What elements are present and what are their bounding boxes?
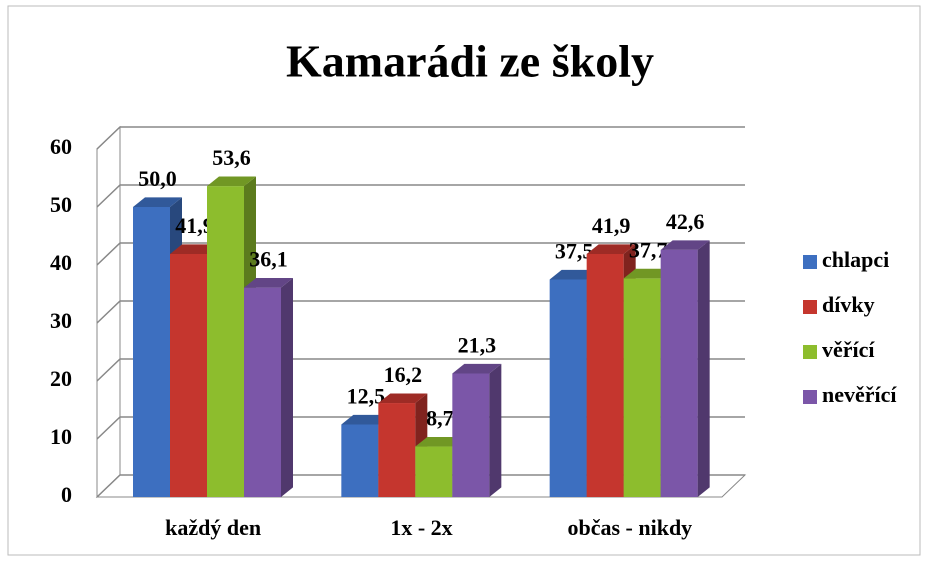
legend-label: věřící xyxy=(822,337,875,362)
bar-top xyxy=(244,278,293,288)
bar-side xyxy=(281,278,293,497)
bar-top xyxy=(660,240,710,250)
bar-front xyxy=(452,373,490,497)
bar-side xyxy=(489,363,502,497)
bar-front xyxy=(586,253,624,497)
y-tick-label: 50 xyxy=(50,192,72,217)
grid-line xyxy=(96,358,745,382)
bar-top xyxy=(549,269,599,280)
value-label: 8,7 xyxy=(426,406,454,431)
x-tick-label: každý den xyxy=(165,515,261,540)
legend-swatch xyxy=(803,390,817,404)
value-label: 41,9 xyxy=(592,213,631,238)
legend-swatch xyxy=(803,300,817,314)
bar xyxy=(660,240,710,497)
bar-front xyxy=(415,446,453,497)
grid-line xyxy=(96,242,745,266)
value-label: 36,1 xyxy=(249,247,288,272)
bar-top xyxy=(341,414,391,425)
bar-top xyxy=(207,176,256,187)
bar-top xyxy=(415,436,465,447)
bar xyxy=(586,244,636,497)
value-label: 42,6 xyxy=(666,209,705,234)
chart-title: Kamarádi ze školy xyxy=(286,36,654,87)
x-tick-label: občas - nikdy xyxy=(567,515,692,540)
bar-front xyxy=(207,186,244,497)
legend-label: chlapci xyxy=(822,247,889,272)
y-tick-label: 20 xyxy=(50,366,72,391)
grid-line xyxy=(96,474,745,498)
bar-front xyxy=(549,279,587,497)
bar-front xyxy=(170,253,207,497)
bar-front xyxy=(623,278,661,497)
bar-top xyxy=(623,268,673,279)
bar-top xyxy=(586,244,636,254)
grid-line xyxy=(96,126,745,150)
bar-side xyxy=(697,240,710,497)
y-tick-label: 0 xyxy=(61,482,72,507)
legend-label: nevěřící xyxy=(822,382,897,407)
bar-front xyxy=(660,249,698,497)
legend-swatch xyxy=(803,255,817,269)
legend-label: dívky xyxy=(822,292,875,317)
grid-line xyxy=(96,184,745,208)
bar-front xyxy=(378,403,416,497)
bar-front xyxy=(341,424,379,497)
bar-top xyxy=(170,244,219,254)
y-tick-label: 30 xyxy=(50,308,72,333)
grid-line xyxy=(96,416,745,440)
x-tick-label: 1x - 2x xyxy=(390,515,452,540)
value-label: 16,2 xyxy=(384,362,423,387)
legend-swatch xyxy=(803,345,817,359)
bar xyxy=(244,278,293,497)
y-tick-label: 10 xyxy=(50,424,72,449)
value-label: 21,3 xyxy=(458,333,497,358)
bar-front xyxy=(133,207,170,497)
value-label: 53,6 xyxy=(212,145,251,170)
bar-front xyxy=(244,287,281,497)
value-label: 50,0 xyxy=(138,166,177,191)
bar xyxy=(452,363,502,497)
bar-top xyxy=(378,393,428,404)
grid-line xyxy=(96,300,745,324)
y-tick-label: 40 xyxy=(50,250,72,275)
y-tick-label: 60 xyxy=(50,134,72,159)
bar-top xyxy=(452,363,502,374)
bar-top xyxy=(133,197,182,207)
